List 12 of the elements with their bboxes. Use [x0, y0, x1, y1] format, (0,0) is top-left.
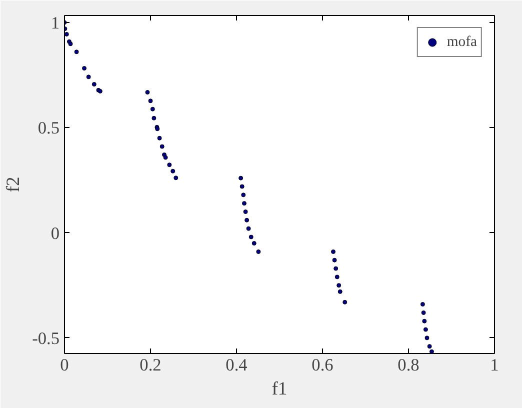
x-tick-label: 0.8: [398, 356, 420, 374]
y-axis-title: f2: [3, 176, 24, 192]
x-tick-label: 0.4: [226, 356, 248, 374]
x-axis-title: f1: [272, 378, 288, 400]
x-tick-label: 0.2: [140, 356, 162, 374]
legend-label: mofa: [446, 34, 477, 50]
y-tick-label: 0: [50, 224, 60, 243]
y-tick-label: 0.5: [38, 118, 60, 138]
x-tick-label: 1: [490, 356, 499, 374]
y-tick-label: 1: [50, 13, 60, 32]
x-tick-label: 0.6: [312, 356, 334, 374]
y-tick-label: -0.5: [32, 328, 60, 348]
